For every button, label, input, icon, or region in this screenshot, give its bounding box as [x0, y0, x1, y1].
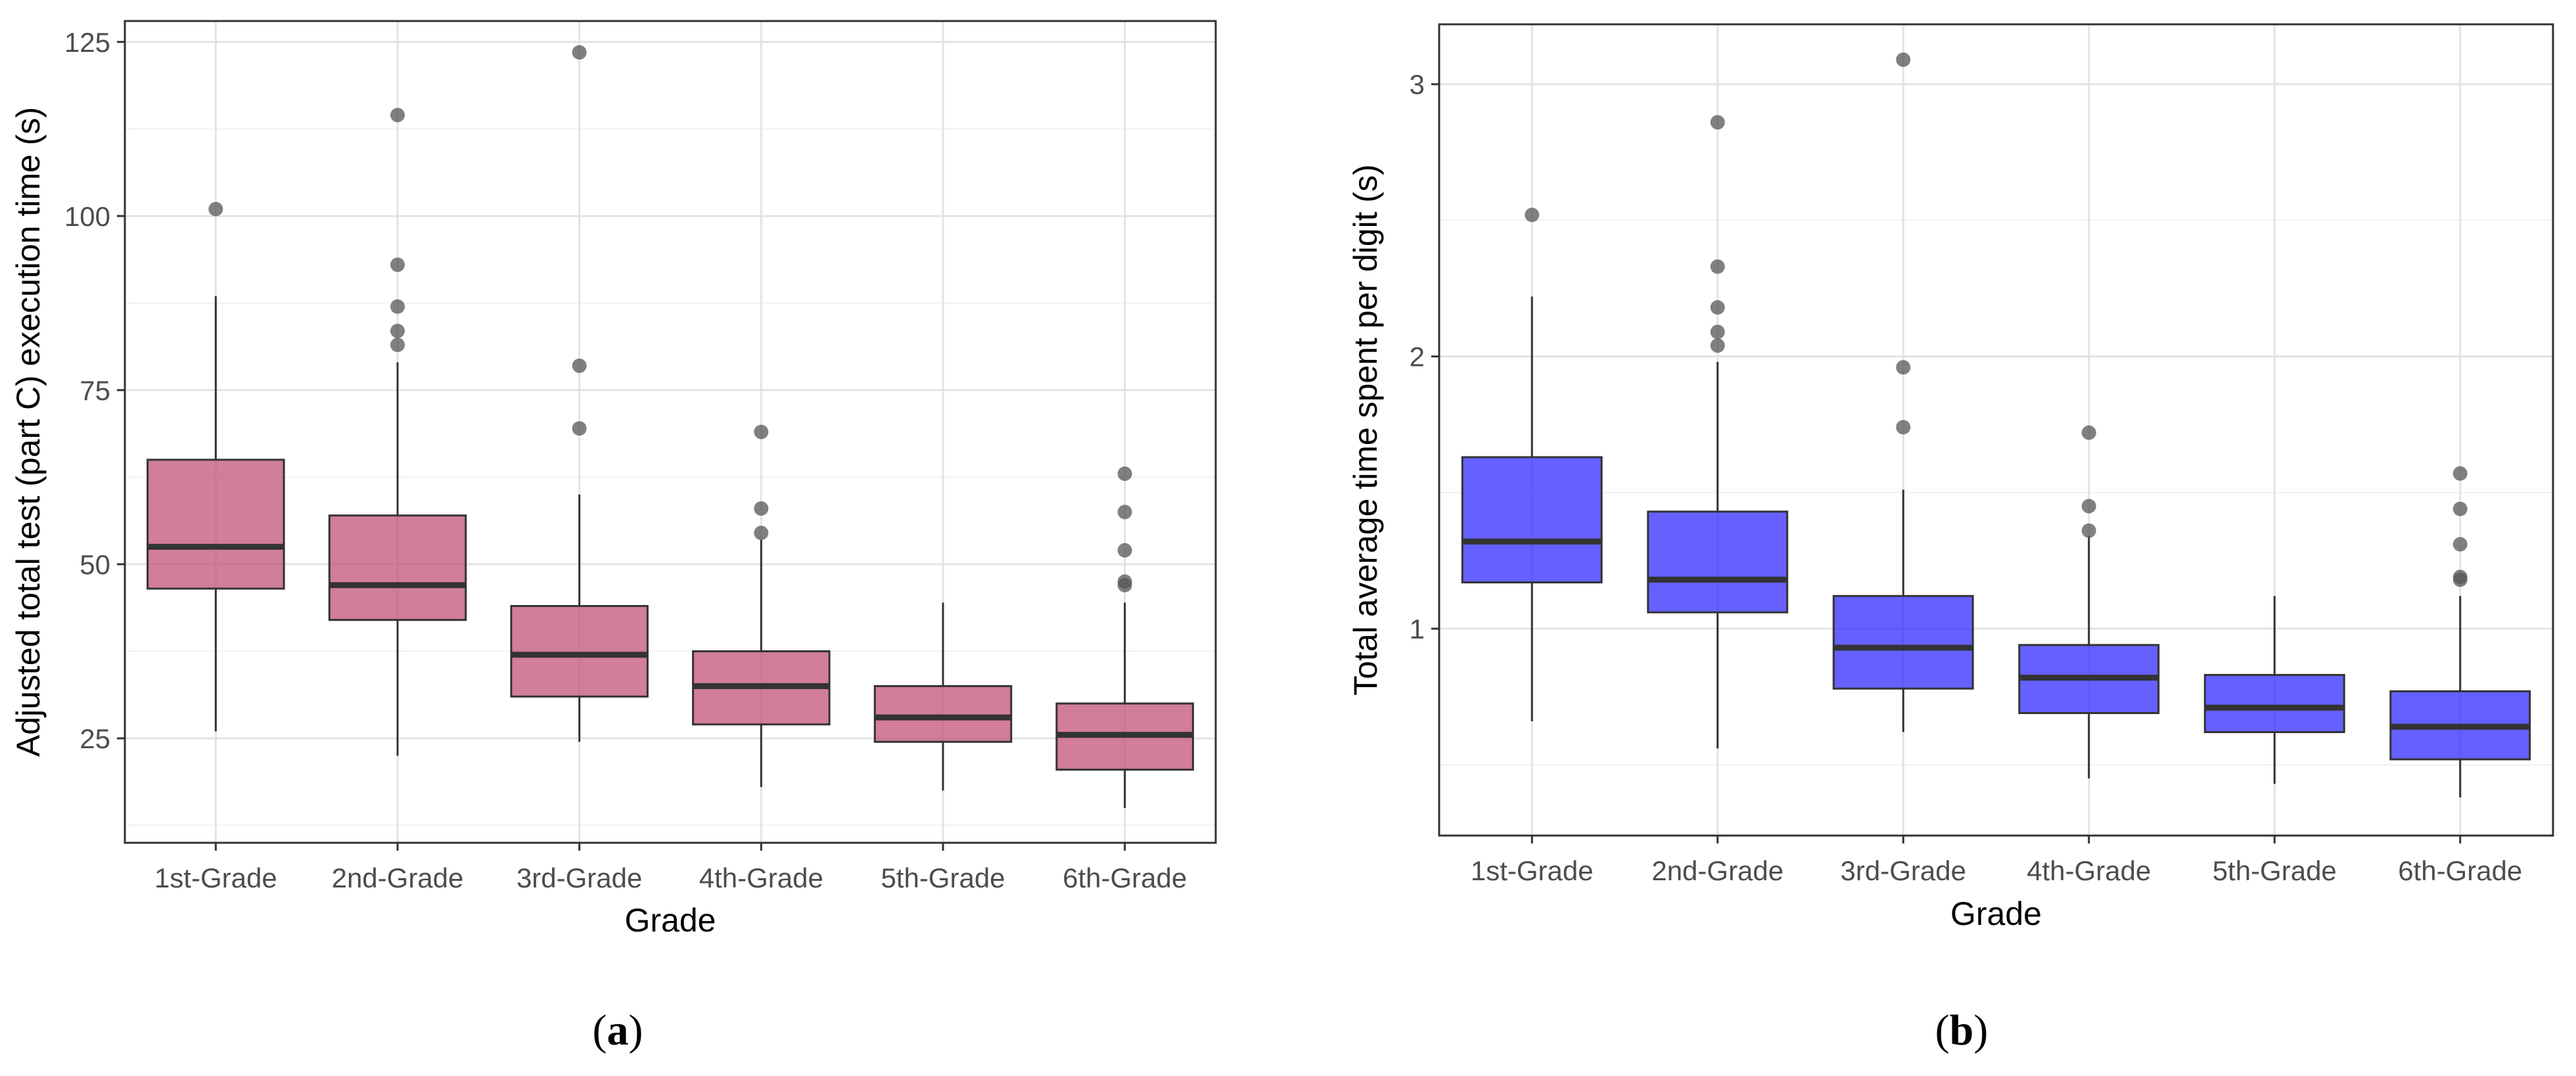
- y-axis-title: Adjusted total test (part C) execution t…: [10, 107, 47, 757]
- panel-border: [1438, 23, 2554, 837]
- y-tick-label: 75: [80, 375, 110, 406]
- y-tick-label: 50: [80, 549, 110, 580]
- x-tick-label: 4th-Grade: [699, 863, 823, 893]
- box-iqr: [1647, 510, 1789, 614]
- outlier-point: [1710, 338, 1725, 353]
- box-iqr: [328, 514, 467, 621]
- x-tick-label: 2nd-Grade: [1651, 855, 1783, 886]
- y-tick-label: 25: [80, 723, 110, 754]
- boxplot-5th-Grade: [2203, 596, 2345, 784]
- outlier-point: [572, 358, 587, 373]
- outlier-point: [1710, 259, 1725, 274]
- box-iqr: [147, 459, 285, 590]
- panel-a: 25 50 75 100 125 1st-Grade 2nd-Grade 3rd-Grade 4…: [10, 20, 1217, 1054]
- caption-letter: b: [1950, 1006, 1974, 1054]
- outlier-point: [390, 337, 405, 352]
- x-tick-label: 5th-Grade: [881, 863, 1005, 893]
- box-iqr: [2203, 673, 2345, 734]
- boxplot-4th-Grade: [692, 424, 831, 788]
- boxplot-3rd-Grade: [510, 45, 649, 742]
- y-axis-title: Total average time spent per digit (s): [1347, 164, 1384, 696]
- x-tick-label: 3rd-Grade: [517, 863, 642, 893]
- boxplot-2nd-Grade: [328, 108, 467, 756]
- y-tick-label: 1: [1410, 614, 1425, 644]
- x-tick-label: 1st-Grade: [154, 863, 277, 893]
- outlier-point: [2081, 523, 2096, 538]
- outlier-point: [572, 421, 587, 436]
- outlier-point: [2081, 499, 2096, 514]
- boxplot-6th-Grade: [2389, 466, 2531, 797]
- outlier-point: [1117, 574, 1132, 589]
- outlier-point: [2452, 466, 2468, 481]
- outlier-point: [2452, 501, 2468, 516]
- outlier-point: [1896, 360, 1911, 375]
- outlier-point: [2452, 537, 2468, 552]
- panel-caption: (b): [1935, 1006, 1989, 1054]
- outlier-point: [1896, 52, 1911, 67]
- outlier-point: [1710, 115, 1725, 130]
- caption-paren-open: (: [1935, 1006, 1950, 1054]
- outlier-point: [1525, 208, 1540, 223]
- caption-letter: a: [607, 1006, 629, 1054]
- outlier-point: [390, 108, 405, 123]
- outlier-point: [754, 526, 769, 541]
- caption-paren-close: ): [629, 1006, 643, 1054]
- outlier-point: [390, 258, 405, 273]
- y-tick-label: 125: [64, 27, 110, 58]
- outlier-point: [390, 299, 405, 314]
- outlier-point: [390, 323, 405, 338]
- x-tick-label: 4th-Grade: [2027, 855, 2151, 886]
- box-iqr: [1461, 456, 1603, 584]
- box-iqr: [510, 605, 649, 698]
- x-tick-label: 6th-Grade: [2398, 855, 2522, 886]
- y-tick-label: 3: [1410, 69, 1425, 100]
- outlier-point: [754, 424, 769, 439]
- x-axis-title: Grade: [625, 902, 716, 939]
- boxplot-1st-Grade: [147, 202, 285, 732]
- outlier-point: [1710, 300, 1725, 315]
- boxplot-2nd-Grade: [1647, 115, 1789, 749]
- box-iqr: [873, 684, 1013, 743]
- outlier-point: [1117, 504, 1132, 520]
- outlier-point: [2452, 570, 2468, 585]
- boxplot-1st-Grade: [1461, 208, 1603, 721]
- outlier-point: [1896, 420, 1911, 435]
- outlier-point: [1117, 543, 1132, 558]
- x-tick-label: 1st-Grade: [1471, 855, 1594, 886]
- outlier-point: [2081, 425, 2096, 440]
- boxplot-4th-Grade: [2018, 425, 2160, 778]
- x-axis-title: Grade: [1950, 895, 2042, 932]
- x-tick-label: 5th-Grade: [2213, 855, 2337, 886]
- y-tick-label: 2: [1410, 342, 1425, 372]
- y-tick-label: 100: [64, 201, 110, 232]
- box-iqr: [1832, 594, 1974, 690]
- outlier-point: [572, 45, 587, 60]
- panel-border: [124, 20, 1217, 844]
- outlier-point: [1710, 325, 1725, 340]
- outlier-point: [208, 202, 223, 217]
- outlier-point: [754, 501, 769, 516]
- boxplot-6th-Grade: [1055, 466, 1194, 808]
- x-tick-label: 3rd-Grade: [1841, 855, 1966, 886]
- outlier-point: [1117, 466, 1132, 482]
- panel-b: 1 2 3 1st-Grade 2nd-Grade 3rd-Grade 4th-Grade 5…: [1347, 23, 2554, 1054]
- x-tick-label: 6th-Grade: [1063, 863, 1187, 893]
- caption-paren-open: (: [593, 1006, 607, 1054]
- x-tick-label: 2nd-Grade: [332, 863, 464, 893]
- caption-paren-close: ): [1973, 1006, 1988, 1054]
- boxplot-5th-Grade: [873, 602, 1013, 791]
- boxplot-3rd-Grade: [1832, 52, 1974, 732]
- panel-caption: (a): [593, 1006, 643, 1054]
